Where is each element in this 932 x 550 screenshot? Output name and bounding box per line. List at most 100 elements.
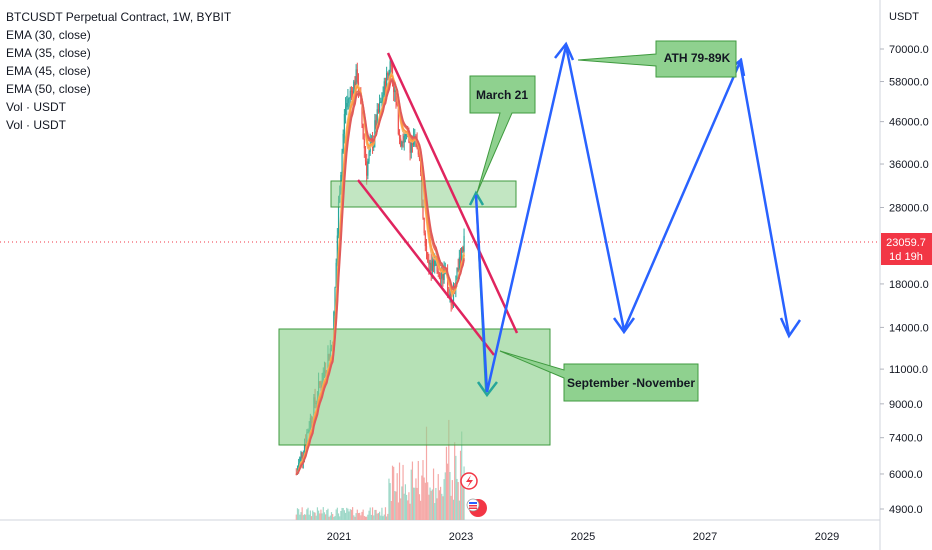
candle-body [367, 161, 369, 176]
volume-bar [428, 494, 430, 520]
volume-bar [436, 498, 438, 520]
volume-bar [374, 509, 376, 520]
volume-bar [427, 482, 429, 520]
projection-line [474, 45, 791, 393]
candle-body [391, 66, 394, 80]
volume-bar [384, 507, 387, 520]
candle-body [423, 217, 425, 234]
price-axis-ticks: 70000.0 58000.0 46000.0 36000.0 28000.0 18000… [880, 44, 929, 516]
volume-bar [430, 490, 432, 520]
candle-body [355, 69, 357, 89]
volume-bar [316, 507, 319, 520]
candle-body [394, 89, 396, 93]
candle-body [397, 105, 399, 135]
volume-bar [402, 464, 404, 520]
volume-bar [389, 483, 391, 520]
volume-bar [302, 515, 304, 520]
candle-body [395, 89, 397, 103]
volume-bar [327, 508, 329, 520]
candle-body [300, 452, 302, 458]
candle-body [381, 101, 383, 103]
callout-september-november[interactable]: September -November [499, 350, 699, 402]
candle-body [342, 133, 344, 153]
volume-bar [405, 494, 408, 520]
candle-body [352, 90, 354, 98]
volume-bar [439, 486, 442, 520]
candle-body [432, 260, 435, 267]
volume-bar [322, 507, 324, 520]
candle-body [403, 135, 405, 143]
lightning-event-icon[interactable] [460, 472, 478, 490]
legend-ema-30: EMA (30, close) [6, 28, 91, 42]
wedge-upper-trendline[interactable] [386, 52, 519, 334]
candle-body [380, 101, 382, 103]
volume-bar [344, 512, 347, 520]
volume-bar [299, 514, 301, 520]
candle-body [451, 304, 453, 306]
candle-body [356, 69, 358, 83]
volume-bar [330, 512, 333, 520]
volume-bar [388, 478, 390, 520]
volume-bar [321, 513, 323, 520]
volume-bar [343, 510, 345, 520]
volume-bar [447, 463, 449, 520]
teal-arrow-up-icon [468, 190, 485, 206]
volume-bar [333, 516, 335, 520]
candle-body [386, 73, 388, 94]
volume-bar [416, 487, 418, 520]
callout-ath-label: ATH 79-89K [664, 51, 731, 65]
volume-bar [429, 487, 431, 520]
volume-bar [386, 516, 388, 520]
volume-bar [332, 514, 334, 520]
candle-body [396, 102, 398, 106]
callout-sept-label: September -November [567, 376, 695, 390]
volume-bar [382, 516, 384, 520]
flag-event-icon[interactable] [466, 498, 487, 517]
volume-bar [359, 512, 361, 520]
volume-bar [298, 509, 300, 520]
teal-arrow-down-icon [476, 381, 498, 398]
candle-body [382, 95, 384, 102]
volume-bar [434, 503, 436, 520]
price-tick-label: 70000.0 [889, 44, 929, 56]
candle-body [376, 109, 378, 129]
time-tick-label: 2021 [327, 531, 351, 543]
support-zone[interactable] [278, 328, 551, 446]
volume-bar [369, 507, 371, 520]
legend-title: BTCUSDT Perpetual Contract, 1W, BYBIT [6, 10, 232, 24]
callout-march-21[interactable]: March 21 [469, 75, 536, 194]
candle-body [428, 261, 430, 265]
volume-bar [303, 514, 306, 520]
volume-bar [375, 509, 377, 520]
legend-ema-35: EMA (35, close) [6, 46, 91, 60]
volume-bar [312, 510, 314, 520]
candle-body [447, 272, 449, 296]
candle-body [295, 473, 297, 475]
volume-bar [445, 446, 448, 520]
volume-histogram [295, 419, 465, 520]
candle-body [343, 114, 345, 134]
volume-bar [296, 508, 299, 520]
volume-bar [404, 484, 406, 520]
volume-bar [401, 486, 403, 520]
volume-bar [361, 511, 363, 520]
candle-body [350, 90, 353, 92]
price-tick-label: 36000.0 [889, 159, 929, 171]
volume-bar [377, 513, 380, 520]
price-tick-label: 18000.0 [889, 279, 929, 291]
ema-50-line [295, 79, 465, 475]
volume-bar [397, 502, 399, 520]
volume-bar [368, 510, 370, 520]
volume-bar [457, 482, 459, 520]
volume-bar [373, 515, 375, 520]
callout-ath[interactable]: ATH 79-89K [577, 40, 737, 78]
candle-body [441, 267, 443, 279]
volume-bar [407, 500, 409, 520]
volume-bar [410, 469, 412, 520]
volume-bar [319, 513, 321, 520]
candle-body [390, 61, 392, 67]
candle-body [299, 457, 301, 464]
wedge-lower-trendline[interactable] [357, 179, 495, 356]
volume-bar [421, 475, 423, 520]
